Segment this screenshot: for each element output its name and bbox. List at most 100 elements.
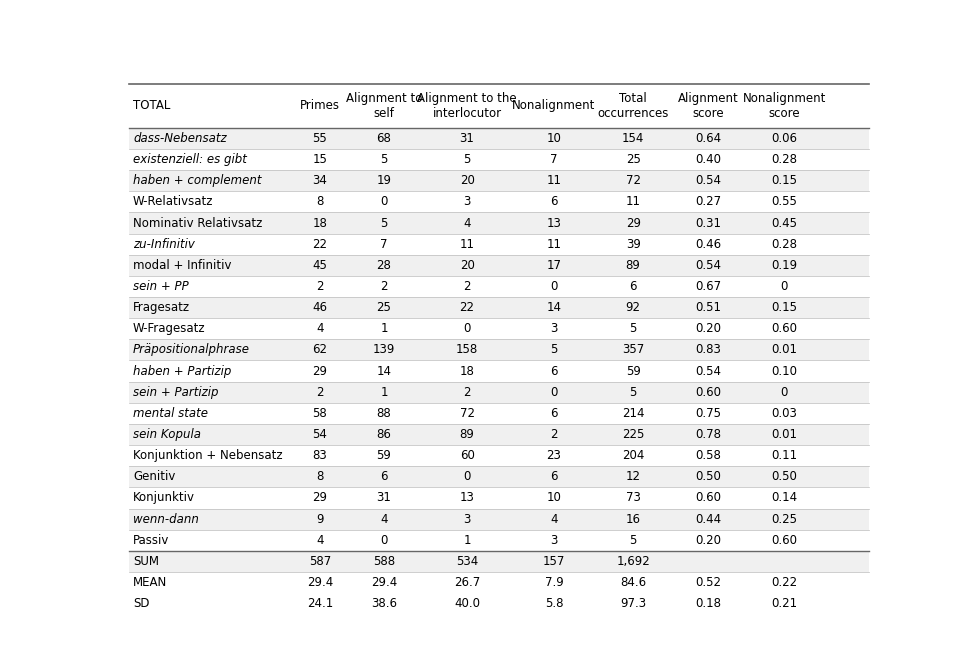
Text: 2: 2	[550, 428, 558, 441]
Bar	[130, 191, 869, 213]
Text: 0.44: 0.44	[695, 513, 722, 526]
Text: Alignment
score: Alignment score	[678, 92, 739, 120]
Text: W-Relativsatz: W-Relativsatz	[133, 196, 213, 209]
Text: 11: 11	[546, 237, 561, 250]
Text: 0.20: 0.20	[695, 322, 722, 336]
Text: 3: 3	[550, 322, 557, 336]
Text: 14: 14	[377, 364, 392, 377]
Text: 157: 157	[543, 555, 565, 568]
Text: 0.64: 0.64	[695, 132, 722, 145]
Text: 0.06: 0.06	[771, 132, 797, 145]
Text: 0.27: 0.27	[695, 196, 722, 209]
Text: 9: 9	[317, 513, 323, 526]
Text: 31: 31	[377, 491, 392, 504]
Text: 15: 15	[313, 153, 327, 166]
Text: 0.75: 0.75	[695, 407, 722, 420]
Text: 0: 0	[780, 386, 788, 399]
Text: 4: 4	[464, 216, 470, 230]
Text: 31: 31	[460, 132, 474, 145]
Text: 0.01: 0.01	[771, 428, 797, 441]
Text: 55: 55	[313, 132, 327, 145]
Text: 225: 225	[622, 428, 645, 441]
Text: Nonalignment: Nonalignment	[512, 99, 595, 112]
Text: 5: 5	[550, 343, 557, 356]
Text: 89: 89	[460, 428, 474, 441]
Text: 29.4: 29.4	[307, 576, 333, 589]
Text: 0.25: 0.25	[771, 513, 797, 526]
Text: 84.6: 84.6	[620, 576, 646, 589]
Text: 0.50: 0.50	[771, 470, 797, 483]
Text: Primes: Primes	[300, 99, 340, 112]
Text: SUM: SUM	[133, 555, 159, 568]
Text: 0.19: 0.19	[771, 259, 797, 272]
Text: 59: 59	[377, 449, 392, 462]
Text: 0.58: 0.58	[695, 449, 722, 462]
Bar	[130, 424, 869, 445]
Text: 16: 16	[625, 513, 641, 526]
Text: 11: 11	[460, 237, 474, 250]
Text: 5: 5	[629, 386, 637, 399]
Text: 7: 7	[380, 237, 388, 250]
Text: 10: 10	[546, 491, 561, 504]
Text: 2: 2	[317, 386, 323, 399]
Text: 73: 73	[625, 491, 641, 504]
Text: 0: 0	[550, 280, 557, 293]
Text: Fragesatz: Fragesatz	[133, 301, 190, 314]
Bar	[130, 572, 869, 593]
Text: 6: 6	[550, 407, 558, 420]
Text: 6: 6	[380, 470, 388, 483]
Text: 0.67: 0.67	[695, 280, 722, 293]
Text: 29: 29	[625, 216, 641, 230]
Text: 0.50: 0.50	[695, 470, 722, 483]
Text: 29: 29	[313, 364, 327, 377]
Text: 7.9: 7.9	[544, 576, 563, 589]
Text: 5: 5	[629, 322, 637, 336]
Text: 0.01: 0.01	[771, 343, 797, 356]
Text: mental state: mental state	[133, 407, 208, 420]
Text: wenn-dann: wenn-dann	[133, 513, 199, 526]
Text: Alignment to
self: Alignment to self	[346, 92, 423, 120]
Text: 0: 0	[381, 196, 388, 209]
Text: 25: 25	[625, 153, 641, 166]
Text: 0.55: 0.55	[771, 196, 797, 209]
Text: 0.20: 0.20	[695, 534, 722, 547]
Bar	[130, 593, 869, 614]
Text: 2: 2	[464, 386, 470, 399]
Text: Passiv: Passiv	[133, 534, 169, 547]
Text: 20: 20	[460, 174, 474, 187]
Bar	[130, 551, 869, 572]
Text: 28: 28	[377, 259, 392, 272]
Text: 357: 357	[622, 343, 644, 356]
Text: 19: 19	[377, 174, 392, 187]
Text: 23: 23	[546, 449, 561, 462]
Text: 0: 0	[464, 470, 470, 483]
Text: Konjunktiv: Konjunktiv	[133, 491, 195, 504]
Text: 5: 5	[381, 153, 388, 166]
Text: dass-Nebensatz: dass-Nebensatz	[133, 132, 227, 145]
Text: 83: 83	[313, 449, 327, 462]
Text: 7: 7	[550, 153, 558, 166]
Text: 29.4: 29.4	[371, 576, 397, 589]
Text: 13: 13	[460, 491, 474, 504]
Text: Konjunktion + Nebensatz: Konjunktion + Nebensatz	[133, 449, 282, 462]
Text: 588: 588	[373, 555, 395, 568]
Text: 25: 25	[377, 301, 392, 314]
Text: 89: 89	[625, 259, 641, 272]
Text: 59: 59	[625, 364, 641, 377]
Text: 18: 18	[313, 216, 327, 230]
Text: 34: 34	[313, 174, 327, 187]
Text: 0.40: 0.40	[695, 153, 722, 166]
Bar	[130, 360, 869, 382]
Text: Total
occurrences: Total occurrences	[597, 92, 669, 120]
Text: 3: 3	[464, 513, 470, 526]
Text: 46: 46	[313, 301, 327, 314]
Text: 0.10: 0.10	[771, 364, 797, 377]
Text: 0.54: 0.54	[695, 174, 722, 187]
Text: 0.18: 0.18	[695, 597, 722, 610]
Text: 0.54: 0.54	[695, 364, 722, 377]
Text: existenziell: es gibt: existenziell: es gibt	[133, 153, 247, 166]
Text: 4: 4	[317, 534, 323, 547]
Bar	[130, 487, 869, 509]
Text: 0.60: 0.60	[695, 491, 722, 504]
Text: 92: 92	[625, 301, 641, 314]
